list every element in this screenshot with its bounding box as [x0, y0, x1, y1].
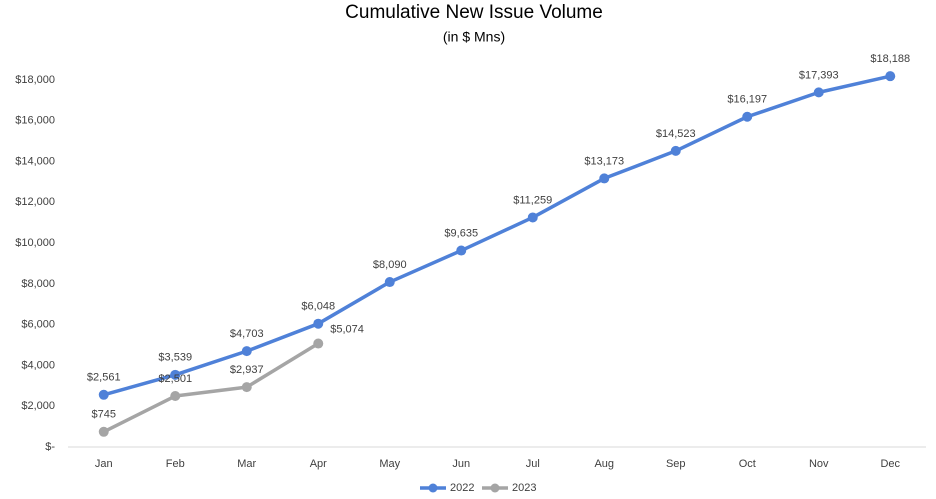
data-point	[384, 277, 395, 288]
y-tick-label: $4,000	[21, 359, 55, 371]
x-tick-label: Sep	[666, 458, 686, 470]
data-point	[241, 346, 252, 357]
data-point	[241, 382, 252, 393]
chart-title: Cumulative New Issue Volume	[345, 2, 603, 23]
data-label: $2,561	[87, 372, 121, 384]
y-tick-label: $14,000	[15, 155, 55, 167]
y-tick-label: $12,000	[15, 196, 55, 208]
x-tick-label: Apr	[310, 458, 327, 470]
y-tick-label: $8,000	[21, 278, 55, 290]
series-line	[102, 342, 320, 434]
data-label: $3,539	[158, 352, 192, 364]
y-tick-label: $10,000	[15, 237, 55, 249]
data-label: $13,173	[584, 155, 624, 167]
data-point	[98, 426, 109, 437]
x-tick-label: Jun	[452, 458, 470, 470]
y-tick-label: $18,000	[15, 74, 55, 86]
legend-label: 2023	[512, 482, 536, 494]
data-label: $2,937	[230, 364, 264, 376]
data-point	[885, 71, 896, 82]
data-point	[599, 173, 610, 184]
data-point	[170, 369, 181, 380]
data-label: $9,635	[444, 227, 478, 239]
data-point	[313, 318, 324, 329]
data-point	[456, 245, 467, 256]
x-tick-label: Aug	[594, 458, 614, 470]
legend-label: 2022	[450, 482, 474, 494]
x-tick-label: Mar	[237, 458, 256, 470]
data-label: $2,501	[158, 373, 192, 385]
data-label: $8,090	[373, 259, 407, 271]
legend-marker	[428, 483, 438, 493]
data-point	[813, 87, 824, 98]
x-tick-label: Jan	[95, 458, 113, 470]
data-label: $5,074	[330, 323, 364, 335]
y-tick-label: $-	[45, 441, 55, 453]
data-point	[170, 391, 181, 402]
data-label: $14,523	[656, 128, 696, 140]
data-point	[98, 389, 109, 400]
x-tick-label: Oct	[739, 458, 756, 470]
data-label: $6,048	[301, 301, 335, 313]
data-point	[313, 338, 324, 349]
data-point	[527, 212, 538, 223]
series-line	[103, 74, 891, 397]
data-label: $18,188	[870, 53, 910, 65]
x-tick-label: May	[379, 458, 400, 470]
data-label: $16,197	[727, 94, 767, 106]
legend-marker	[490, 483, 500, 493]
chart-subtitle: (in $ Mns)	[443, 29, 505, 45]
data-label: $745	[92, 409, 116, 421]
x-tick-label: Nov	[809, 458, 829, 470]
data-point	[670, 145, 681, 156]
y-tick-label: $6,000	[21, 319, 55, 331]
data-label: $4,703	[230, 328, 264, 340]
x-tick-label: Jul	[526, 458, 540, 470]
data-label: $11,259	[513, 194, 552, 206]
x-tick-label: Dec	[880, 458, 900, 470]
y-tick-label: $2,000	[21, 400, 55, 412]
x-tick-label: Feb	[166, 458, 185, 470]
data-point	[742, 111, 753, 122]
data-label: $17,393	[799, 69, 839, 81]
y-tick-label: $16,000	[15, 115, 55, 127]
